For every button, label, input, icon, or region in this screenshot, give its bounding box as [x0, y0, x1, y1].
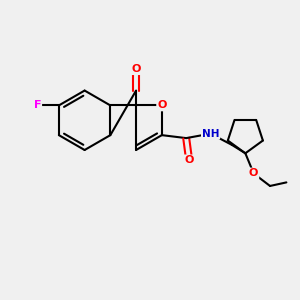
Text: NH: NH: [202, 129, 219, 139]
Text: O: O: [249, 169, 258, 178]
Text: O: O: [157, 100, 167, 110]
Text: O: O: [131, 64, 141, 74]
Text: O: O: [184, 155, 194, 165]
Text: F: F: [34, 100, 41, 110]
